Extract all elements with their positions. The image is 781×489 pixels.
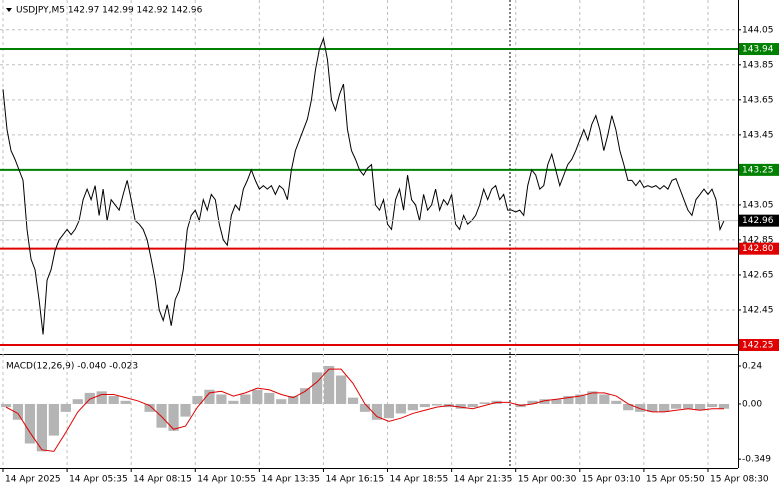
histogram-bar (72, 399, 83, 404)
histogram-bar (204, 389, 215, 404)
histogram-bar (407, 403, 418, 411)
histogram-bar (347, 397, 359, 404)
histogram-bar (671, 403, 682, 409)
level-label-box (739, 242, 779, 255)
histogram-bar (312, 372, 323, 404)
x-tick-label: 14 Apr 16:15 (325, 475, 384, 485)
histogram-bar (539, 399, 550, 404)
histogram-bar (96, 391, 107, 404)
histogram-bar (706, 403, 718, 408)
histogram-bar (383, 403, 395, 419)
level-label: 142.25 (742, 340, 774, 350)
histogram-bar (419, 403, 430, 408)
histogram-bar (216, 394, 227, 404)
histogram-bar (84, 392, 95, 404)
histogram-bar (395, 403, 407, 414)
x-tick-label: 14 Apr 2025 (5, 475, 61, 485)
histogram-bar (288, 396, 299, 404)
histogram-bar (300, 388, 311, 404)
histogram-bar (156, 403, 167, 428)
histogram-bar (563, 396, 574, 404)
level-label: 143.94 (742, 45, 774, 55)
histogram-bar (12, 403, 24, 420)
histogram-bar (647, 403, 658, 412)
x-tick-label: 15 Apr 08:30 (710, 475, 769, 485)
x-tick-label: 14 Apr 13:35 (261, 475, 320, 485)
histogram-bar (479, 402, 490, 404)
macd-title: MACD(12,26,9) -0.040 -0.023 (6, 362, 138, 372)
y-tick-label: 144.05 (742, 25, 774, 35)
histogram-bar (551, 399, 562, 404)
y-tick-label: 143.85 (742, 60, 774, 70)
histogram-bar (60, 403, 71, 412)
histogram-bar (276, 399, 287, 404)
y-tick-label: 0.24 (742, 362, 762, 372)
y-tick-label: 143.45 (742, 130, 774, 140)
x-tick-label: 14 Apr 10:55 (197, 475, 256, 485)
histogram-bar (192, 396, 203, 404)
histogram-bar (431, 403, 442, 406)
histogram-bar (635, 403, 646, 412)
histogram-bar (575, 394, 586, 404)
price-line (2, 36, 725, 335)
level-label-box (739, 43, 779, 56)
level-label: 142.80 (742, 244, 774, 254)
histogram-bar (24, 403, 36, 444)
menu-icon (6, 8, 12, 12)
x-tick-label: 15 Apr 03:10 (582, 475, 641, 485)
last-price-box (739, 214, 779, 227)
level-label-box (739, 163, 779, 176)
y-tick-label: 142.85 (742, 235, 774, 245)
x-tick-label: 14 Apr 18:55 (390, 475, 449, 485)
histogram-bar (108, 396, 119, 404)
histogram-bar (659, 403, 670, 412)
y-tick-label: 142.65 (742, 270, 774, 280)
histogram-bar (264, 392, 275, 404)
level-label: 143.25 (742, 165, 774, 175)
histogram-bar (0, 403, 12, 408)
histogram-bar (252, 389, 263, 404)
signal-line (5, 368, 724, 452)
x-tick-label: 15 Apr 05:50 (646, 475, 705, 485)
histogram-bar (527, 400, 538, 404)
histogram-bar (623, 403, 634, 411)
histogram-bar (48, 403, 59, 436)
y-tick-label: 142.45 (742, 305, 774, 315)
histogram-bar (335, 375, 347, 404)
histogram-bar (323, 366, 335, 404)
y-tick-label: 143.05 (742, 200, 774, 210)
y-tick-label: 0.00 (742, 399, 762, 409)
histogram-bar (682, 403, 694, 409)
histogram-bar (228, 400, 239, 404)
last-price-label: 142.96 (742, 216, 774, 226)
histogram-bar (599, 394, 610, 404)
histogram-bar (180, 403, 191, 417)
histogram-bar (467, 403, 478, 408)
histogram-bar (694, 403, 706, 411)
x-tick-label: 15 Apr 00:30 (518, 475, 577, 485)
chart-title: USDJPY,M5 142.97 142.99 142.92 142.96 (16, 6, 203, 16)
histogram-bar (120, 400, 131, 404)
histogram-bar (455, 403, 466, 409)
histogram-bar (144, 403, 155, 412)
x-tick-label: 14 Apr 21:35 (454, 475, 513, 485)
histogram-bar (36, 403, 48, 452)
histogram-bar (240, 394, 251, 404)
y-tick-label: 143.65 (742, 95, 774, 105)
histogram-bar (168, 403, 179, 431)
histogram-bar (371, 403, 383, 420)
histogram-bar (587, 391, 598, 404)
x-tick-label: 14 Apr 08:15 (133, 475, 192, 485)
histogram-bar (611, 400, 622, 404)
level-label-box (739, 338, 779, 351)
x-tick-label: 14 Apr 05:35 (69, 475, 128, 485)
y-tick-label: -0.349 (742, 455, 771, 465)
histogram-bar (718, 403, 730, 409)
histogram-bar (359, 403, 371, 412)
